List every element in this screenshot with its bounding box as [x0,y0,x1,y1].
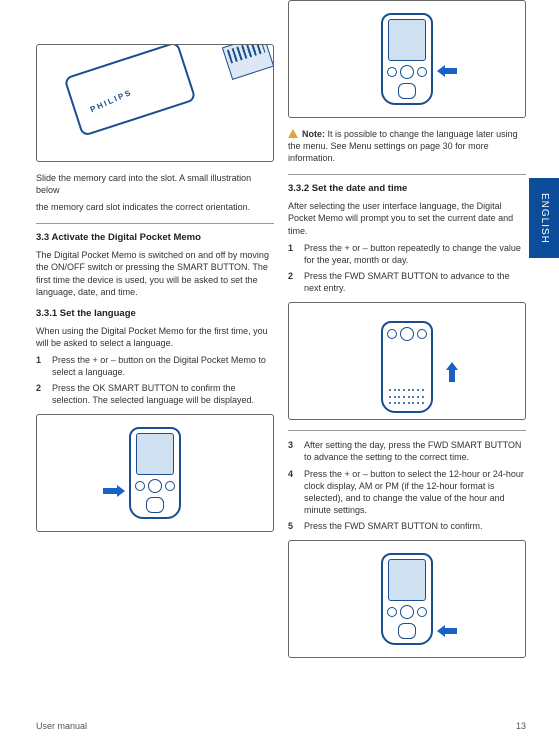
footer-left: User manual [36,720,87,732]
warning-icon [288,129,298,138]
step-number: 1 [36,354,46,378]
step-5: 5 Press the FWD SMART BUTTON to confirm. [288,520,526,532]
sd-card-icon [222,44,274,80]
arrow-left-icon [437,625,459,637]
philips-logo-text: PHILIPS [89,88,135,116]
section-3-3-body: The Digital Pocket Memo is switched on a… [36,249,274,298]
side-tab: ENGLISH [529,178,559,258]
section-3-3-title: 3.3 Activate the Digital Pocket Memo [36,232,274,245]
arrow-up-icon [446,362,458,384]
step-number: 1 [288,242,298,266]
arrow-left-icon [437,65,459,77]
right-column: Note: It is possible to change the langu… [288,0,526,750]
figure-slide-switch [288,302,526,420]
arrow-left-icon [103,485,125,497]
step-text: Press the FWD SMART BUTTON to confirm. [304,520,526,532]
step-3: 3 After setting the day, press the FWD S… [288,439,526,463]
sd-caption-2: the memory card slot indicates the corre… [36,201,274,213]
divider [288,430,526,431]
step-text: Press the + or – button repeatedly to ch… [304,242,526,266]
step-4: 4 Press the + or – button to select the … [288,468,526,517]
page-footer: User manual 13 [36,720,526,732]
step-2: 2 Press the FWD SMART BUTTON to advance … [288,270,526,294]
step-text: After setting the day, press the FWD SMA… [304,439,526,463]
section-3-3-1-title: 3.3.1 Set the language [36,308,274,321]
section-3-3-2-title: 3.3.2 Set the date and time [288,183,526,196]
divider [36,223,274,224]
note-label: Note: [302,129,325,139]
device-icon [381,553,433,645]
figure-ok-confirm [288,0,526,118]
section-3-3-1-body: When using the Digital Pocket Memo for t… [36,325,274,349]
sd-caption-1: Slide the memory card into the slot. A s… [36,172,274,196]
device-icon [129,427,181,519]
content-columns: PHILIPS Slide the memory card into the s… [36,0,526,750]
footer-page: 13 [516,720,526,732]
step-text: Press the FWD SMART BUTTON to advance to… [304,270,526,294]
device-icon [381,13,433,105]
divider [288,174,526,175]
step-number: 5 [288,520,298,532]
step-text: Press the + or – button to select the 12… [304,468,526,517]
step-2: 2 Press the OK SMART BUTTON to confirm t… [36,382,274,406]
step-number: 2 [288,270,298,294]
step-text: Press the + or – button on the Digital P… [52,354,274,378]
figure-sd-card: PHILIPS [36,44,274,162]
step-1: 1 Press the + or – button on the Digital… [36,354,274,378]
step-text: Press the OK SMART BUTTON to confirm the… [52,382,274,406]
step-number: 3 [288,439,298,463]
left-column: PHILIPS Slide the memory card into the s… [36,0,274,750]
section-3-3-2-body: After selecting the user interface langu… [288,200,526,236]
device-icon [381,321,433,413]
step-number: 4 [288,468,298,517]
figure-lang-select [36,414,274,532]
note-block: Note: It is possible to change the langu… [288,128,526,164]
step-1: 1 Press the + or – button repeatedly to … [288,242,526,266]
step-number: 2 [36,382,46,406]
figure-fwd-confirm [288,540,526,658]
